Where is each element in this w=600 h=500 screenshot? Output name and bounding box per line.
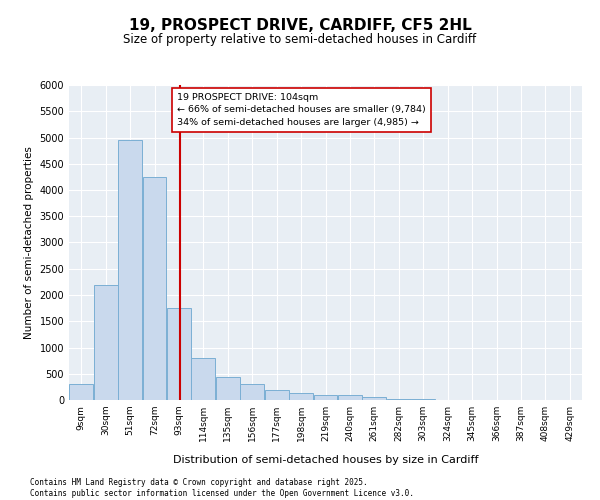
Bar xyxy=(289,393,313,400)
Bar xyxy=(143,177,166,400)
Bar xyxy=(265,390,289,400)
Y-axis label: Number of semi-detached properties: Number of semi-detached properties xyxy=(24,146,34,339)
Text: 19 PROSPECT DRIVE: 104sqm
← 66% of semi-detached houses are smaller (9,784)
34% : 19 PROSPECT DRIVE: 104sqm ← 66% of semi-… xyxy=(177,93,426,127)
Bar xyxy=(387,399,411,400)
X-axis label: Distribution of semi-detached houses by size in Cardiff: Distribution of semi-detached houses by … xyxy=(173,455,478,465)
Bar xyxy=(240,384,264,400)
Bar xyxy=(314,395,337,400)
Bar xyxy=(338,396,362,400)
Bar xyxy=(167,308,191,400)
Bar xyxy=(191,358,215,400)
Bar xyxy=(216,378,240,400)
Bar xyxy=(69,384,93,400)
Text: 19, PROSPECT DRIVE, CARDIFF, CF5 2HL: 19, PROSPECT DRIVE, CARDIFF, CF5 2HL xyxy=(128,18,472,32)
Bar xyxy=(362,398,386,400)
Bar xyxy=(118,140,142,400)
Text: Contains HM Land Registry data © Crown copyright and database right 2025.
Contai: Contains HM Land Registry data © Crown c… xyxy=(30,478,414,498)
Text: Size of property relative to semi-detached houses in Cardiff: Size of property relative to semi-detach… xyxy=(124,32,476,46)
Bar xyxy=(94,284,118,400)
